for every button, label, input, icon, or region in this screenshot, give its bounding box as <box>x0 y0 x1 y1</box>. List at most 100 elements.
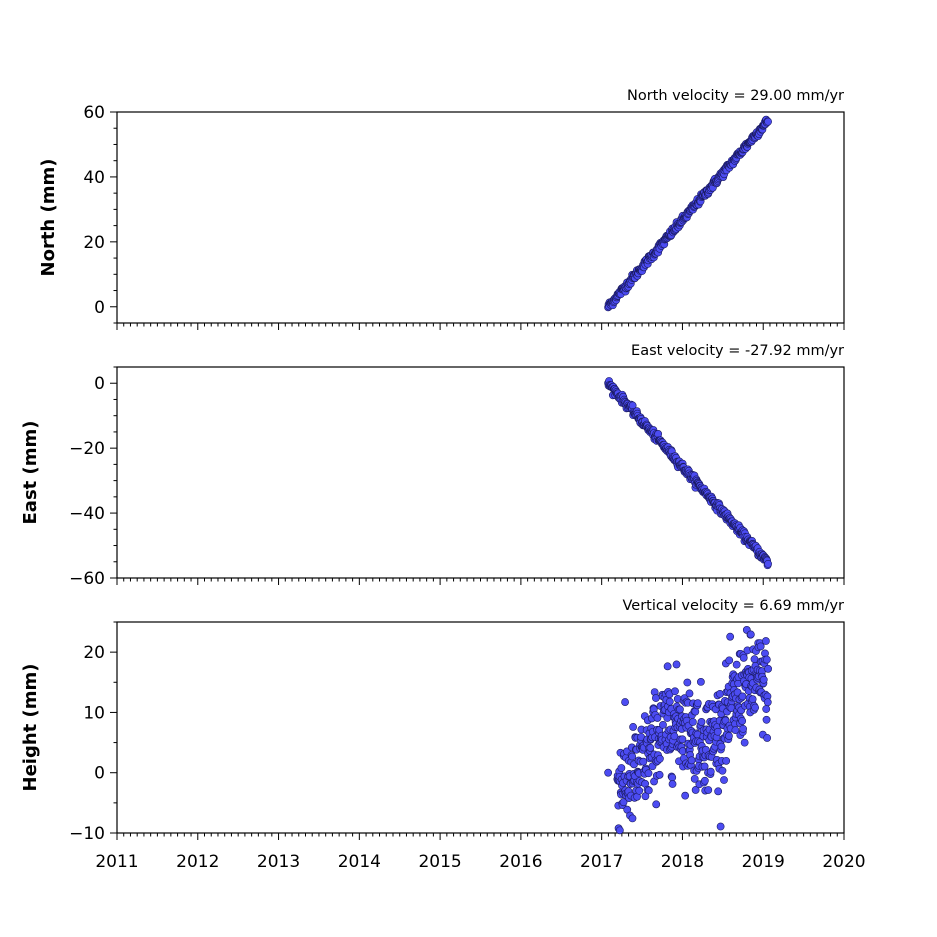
height-data-point <box>665 697 674 706</box>
height-data-point <box>629 723 637 731</box>
xtick-label: 2018 <box>661 852 704 872</box>
height-ytick-label: 20 <box>83 643 105 663</box>
height-data-point <box>720 776 728 784</box>
height-data-point <box>738 717 747 725</box>
height-data-point <box>762 705 771 713</box>
east-ytick-label: −20 <box>69 439 105 459</box>
north-ytick-label: 60 <box>83 103 105 123</box>
height-data-point <box>700 762 709 771</box>
height-data-point <box>693 699 702 708</box>
height-data-point <box>756 642 765 651</box>
height-data-point <box>690 774 699 783</box>
height-data-point <box>628 814 637 823</box>
height-panel: Vertical velocity = 6.69 mm/yr Height (m… <box>20 598 866 872</box>
height-data-point <box>688 718 697 726</box>
height-data-point <box>746 630 755 639</box>
north-velocity-annotation: North velocity = 29.00 mm/yr <box>627 88 844 104</box>
height-data-point <box>714 787 723 796</box>
height-data-point <box>700 776 709 785</box>
north-panel: North velocity = 29.00 mm/yr North (mm) … <box>38 88 845 330</box>
height-data-point <box>718 766 727 775</box>
height-data-point <box>628 752 637 761</box>
height-data-point <box>615 826 624 835</box>
height-data-point <box>704 786 713 794</box>
height-data-point <box>621 698 629 706</box>
height-data-point <box>687 756 696 765</box>
height-data-point <box>685 689 694 698</box>
east-data-point <box>764 559 772 568</box>
xtick-label: 2014 <box>338 852 381 872</box>
height-data-point <box>681 791 690 800</box>
height-data-point <box>644 769 653 778</box>
height-data-point <box>659 720 667 729</box>
east-ytick-label: −60 <box>69 569 105 589</box>
east-velocity-annotation: East velocity = -27.92 mm/yr <box>631 343 844 359</box>
height-data-point <box>763 698 772 707</box>
north-data-point <box>764 117 772 126</box>
height-data-point <box>750 655 759 664</box>
height-data-point <box>726 632 735 641</box>
height-data-point <box>672 660 681 669</box>
height-data-point <box>725 732 733 740</box>
vertical-velocity-annotation: Vertical velocity = 6.69 mm/yr <box>623 598 845 614</box>
height-data-point <box>762 637 770 645</box>
height-ytick-label: 10 <box>83 703 105 723</box>
xtick-label: 2016 <box>499 852 542 872</box>
north-ytick-label: 20 <box>83 233 105 253</box>
height-data-point <box>663 662 672 671</box>
north-ytick-label: 40 <box>83 168 105 188</box>
height-data-point <box>739 653 748 662</box>
height-ytick-label: −10 <box>69 824 105 844</box>
height-data-point <box>676 705 684 714</box>
height-data-point <box>764 664 772 673</box>
height-data-point <box>763 734 772 742</box>
height-data-point <box>653 714 662 722</box>
height-data-point <box>652 800 661 809</box>
height-data-point <box>644 786 653 795</box>
height-data-point <box>683 678 692 687</box>
height-data-point <box>759 675 768 684</box>
height-data-point <box>670 732 679 741</box>
height-data-point <box>646 743 655 752</box>
height-data-point <box>656 754 664 763</box>
height-data-point <box>652 694 660 702</box>
east-panel: East velocity = -27.92 mm/yr East (mm) 0… <box>20 343 845 589</box>
height-data-point <box>732 660 741 669</box>
height-data-point <box>671 687 679 696</box>
height-data-point <box>635 786 644 795</box>
height-data-point <box>668 773 677 782</box>
height-data-point <box>740 738 749 747</box>
xtick-label: 2012 <box>176 852 219 872</box>
height-data-point <box>668 780 677 788</box>
height-data-point <box>748 695 757 704</box>
xtick-label: 2020 <box>822 852 865 872</box>
height-data-point <box>717 742 726 751</box>
height-data-point <box>751 703 760 712</box>
north-ytick-label: 0 <box>94 298 105 318</box>
north-axis-label: North (mm) <box>38 159 59 277</box>
east-ytick-label: −40 <box>69 504 105 524</box>
height-data-point <box>691 786 700 794</box>
height-data-point <box>762 715 771 724</box>
height-data-point <box>731 726 740 735</box>
xtick-label: 2019 <box>742 852 785 872</box>
height-ytick-label: 0 <box>94 764 105 784</box>
north-plot-frame <box>116 111 845 324</box>
height-data-point <box>697 718 706 726</box>
height-data-point <box>655 770 664 779</box>
east-axis-label: East (mm) <box>20 421 41 525</box>
xtick-label: 2015 <box>418 852 461 872</box>
height-data-point <box>725 656 734 665</box>
east-ytick-label: 0 <box>94 374 105 394</box>
height-data-point <box>619 798 628 807</box>
height-data-point <box>706 767 715 776</box>
height-data-point <box>722 756 731 765</box>
height-data-point <box>716 822 725 831</box>
height-data-point <box>639 757 648 766</box>
height-data-point <box>738 692 747 701</box>
height-data-point <box>762 655 771 664</box>
height-data-point <box>713 727 722 736</box>
xtick-label: 2013 <box>257 852 300 872</box>
height-data-point <box>617 764 626 772</box>
